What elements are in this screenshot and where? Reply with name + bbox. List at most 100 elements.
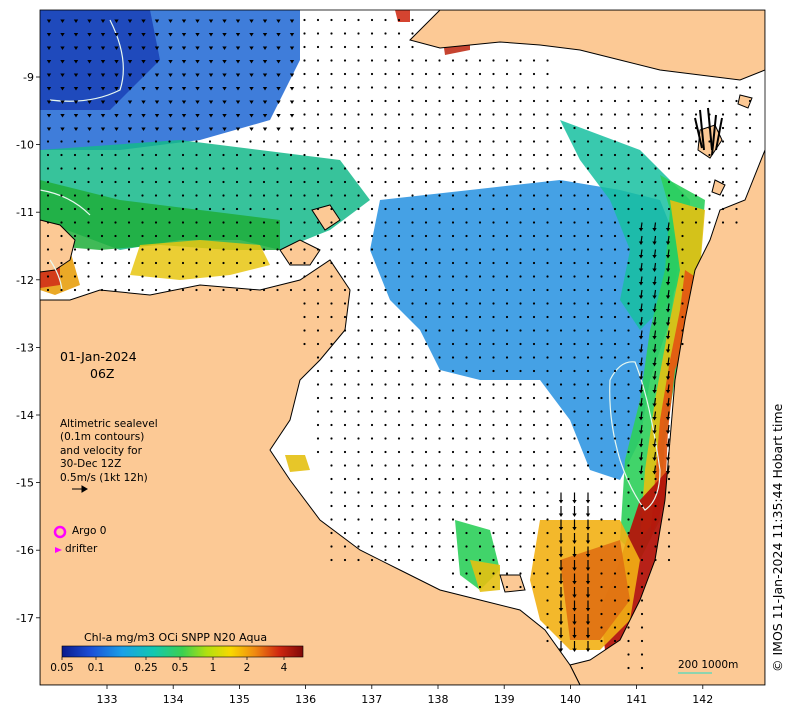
velocity-arrow <box>46 87 52 91</box>
velocity-arrow <box>181 167 185 170</box>
velocity-arrow <box>411 437 414 440</box>
velocity-arrow <box>586 167 590 170</box>
velocity-arrow <box>168 73 173 77</box>
velocity-arrow <box>343 504 347 508</box>
velocity-arrow <box>532 194 536 197</box>
velocity-arrow <box>721 221 725 224</box>
velocity-arrow <box>559 167 563 170</box>
velocity-arrow <box>195 100 200 104</box>
velocity-arrow <box>438 167 441 170</box>
velocity-arrow <box>519 275 522 278</box>
velocity-arrow <box>546 180 549 184</box>
velocity-arrow <box>519 315 522 319</box>
argo-legend-label: Argo 0 <box>72 525 107 537</box>
velocity-arrow <box>208 167 212 170</box>
velocity-arrow <box>100 194 104 197</box>
velocity-arrow <box>478 423 482 427</box>
velocity-arrow <box>627 356 630 359</box>
velocity-arrow <box>235 127 241 131</box>
velocity-arrow <box>505 180 509 184</box>
velocity-arrow <box>721 153 725 157</box>
velocity-arrow <box>681 288 684 292</box>
velocity-arrow <box>357 504 360 508</box>
velocity-arrow <box>438 342 441 346</box>
velocity-arrow <box>411 464 414 467</box>
velocity-arrow <box>532 572 536 575</box>
velocity-arrow <box>127 221 131 224</box>
velocity-arrow <box>532 261 536 265</box>
velocity-arrow <box>546 275 549 278</box>
velocity-arrow <box>289 140 293 143</box>
velocity-arrow <box>424 207 428 211</box>
velocity-arrow <box>559 221 563 224</box>
velocity-arrow <box>546 167 549 170</box>
velocity-arrow <box>505 86 509 89</box>
velocity-arrow <box>652 384 657 394</box>
velocity-arrow <box>478 261 482 265</box>
velocity-arrow <box>478 369 482 373</box>
velocity-arrow <box>195 140 198 143</box>
velocity-arrow <box>370 302 374 305</box>
velocity-arrow <box>370 329 374 332</box>
velocity-arrow <box>558 600 564 612</box>
velocity-arrow <box>559 288 563 292</box>
velocity-arrow <box>127 60 133 64</box>
velocity-arrow <box>465 437 468 440</box>
velocity-arrow <box>600 288 603 292</box>
velocity-arrow <box>397 356 401 359</box>
velocity-arrow <box>168 221 171 224</box>
velocity-arrow <box>370 518 374 521</box>
velocity-arrow <box>249 127 254 131</box>
velocity-arrow <box>384 113 387 116</box>
velocity-arrow <box>397 450 401 454</box>
velocity-arrow <box>532 329 536 332</box>
velocity-arrow <box>708 180 711 184</box>
velocity-arrow <box>613 599 617 602</box>
velocity-arrow <box>357 32 360 35</box>
velocity-arrow <box>532 410 536 413</box>
velocity-arrow <box>640 599 644 602</box>
velocity-arrow <box>694 113 698 116</box>
velocity-arrow <box>168 275 171 278</box>
velocity-arrow <box>411 59 414 62</box>
velocity-arrow <box>638 370 644 380</box>
velocity-arrow <box>411 72 414 76</box>
velocity-arrow <box>546 491 549 494</box>
velocity-arrow <box>654 477 657 481</box>
velocity-arrow <box>60 46 65 50</box>
velocity-arrow <box>505 99 509 103</box>
velocity-arrow <box>638 397 644 407</box>
velocity-arrow <box>343 248 347 251</box>
velocity-arrow <box>532 396 536 400</box>
velocity-arrow <box>208 87 214 91</box>
velocity-arrow <box>343 410 347 413</box>
velocity-arrow <box>546 626 549 629</box>
velocity-arrow <box>208 33 214 37</box>
velocity-arrow <box>572 573 577 585</box>
velocity-arrow <box>652 316 657 326</box>
velocity-arrow <box>276 248 279 251</box>
velocity-arrow <box>100 248 104 251</box>
velocity-arrow <box>357 477 360 481</box>
velocity-arrow <box>370 504 374 508</box>
velocity-arrow <box>411 342 414 346</box>
velocity-arrow <box>370 248 374 251</box>
velocity-arrow <box>640 612 644 616</box>
velocity-arrow <box>141 60 146 64</box>
velocity-arrow <box>638 235 644 245</box>
velocity-arrow <box>384 504 387 508</box>
velocity-arrow <box>572 587 577 598</box>
velocity-arrow <box>451 275 455 278</box>
velocity-arrow <box>46 60 52 64</box>
velocity-arrow <box>370 45 374 49</box>
velocity-arrow <box>397 396 401 400</box>
colorbar-tick-label: 0.5 <box>172 662 189 674</box>
velocity-arrow <box>519 86 522 89</box>
velocity-arrow <box>505 545 509 548</box>
velocity-arrow <box>343 315 347 319</box>
velocity-arrow <box>654 531 657 535</box>
velocity-arrow <box>208 114 214 118</box>
colorbar-title: Chl-a mg/m3 OCi SNPP N20 Aqua <box>84 631 268 644</box>
velocity-arrow <box>519 207 522 211</box>
velocity-arrow <box>559 315 563 319</box>
